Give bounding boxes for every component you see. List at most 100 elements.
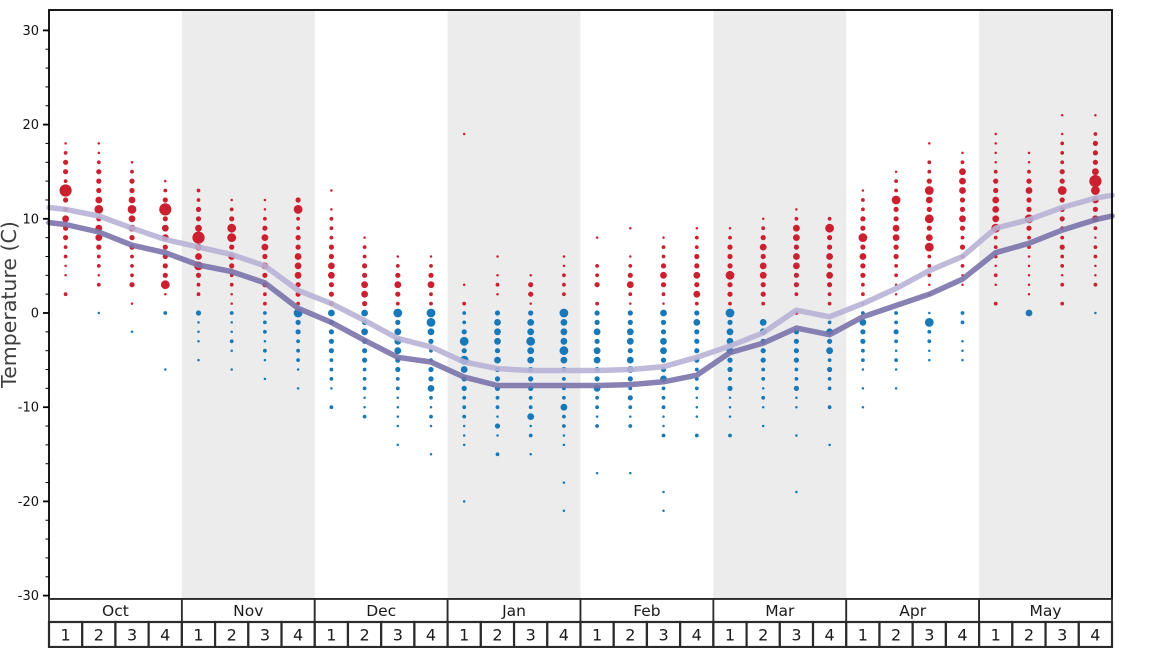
min-temp-dot <box>427 328 435 336</box>
min-temp-dot <box>429 424 433 428</box>
max-temp-dot <box>727 244 733 250</box>
max-temp-dot <box>1060 254 1065 259</box>
min-temp-dot <box>296 339 300 344</box>
min-temp-dot <box>894 320 898 325</box>
max-temp-dot <box>924 242 934 252</box>
min-temp-dot <box>462 424 466 428</box>
min-temp-dot <box>595 424 599 428</box>
week-label: 4 <box>1090 626 1100 645</box>
min-temp-dot <box>727 357 733 363</box>
max-temp-dot <box>993 235 998 240</box>
average-low-line <box>46 213 1115 389</box>
max-temp-dot <box>427 281 435 289</box>
max-temp-dot <box>993 187 999 194</box>
week-cell <box>81 620 117 648</box>
min-temp-dot <box>761 387 765 390</box>
min-temp-dot <box>629 471 632 475</box>
min-temp-dot <box>529 424 532 428</box>
min-temp-dot <box>594 319 600 325</box>
min-temp-dot <box>1094 311 1097 315</box>
max-temp-dot <box>160 280 170 290</box>
max-temp-dot <box>495 282 500 287</box>
min-temp-dot <box>163 311 168 315</box>
min-temp-dot <box>793 338 800 344</box>
week-label: 3 <box>127 626 137 645</box>
min-temp-dot <box>362 348 368 354</box>
week-label: 3 <box>924 626 934 645</box>
min-temp-dot <box>195 310 202 316</box>
max-temp-dot <box>229 244 235 250</box>
month-label-may: May <box>1030 602 1062 620</box>
max-temp-dot <box>629 226 632 230</box>
max-temp-dot <box>793 244 800 250</box>
max-temp-dot <box>1027 264 1031 268</box>
min-temp-dot <box>761 367 766 372</box>
max-temp-dot <box>162 272 168 278</box>
max-temp-dot <box>694 282 700 288</box>
max-temp-dot <box>662 236 665 239</box>
min-temp-dot <box>694 386 699 391</box>
min-temp-dot <box>961 358 964 362</box>
max-temp-dot <box>959 177 966 185</box>
min-temp-dot <box>562 395 566 400</box>
min-temp-dot <box>629 415 632 418</box>
max-temp-dot <box>925 196 933 204</box>
max-temp-dot <box>294 253 302 260</box>
week-label: 3 <box>658 626 668 645</box>
max-temp-dot <box>1094 264 1097 268</box>
min-temp-dot <box>795 405 798 409</box>
max-temp-dot <box>161 224 169 232</box>
max-temp-dot <box>1060 151 1065 155</box>
max-temp-dot <box>195 224 202 232</box>
week-label: 3 <box>260 626 270 645</box>
week-cell <box>712 620 748 648</box>
min-temp-dot <box>462 443 466 447</box>
week-label: 1 <box>858 626 868 645</box>
month-label-apr: Apr <box>899 602 926 620</box>
max-temp-dot <box>562 273 566 278</box>
max-temp-dot <box>1059 216 1065 222</box>
max-temp-dot <box>894 188 898 193</box>
min-temp-dot <box>928 358 931 362</box>
max-temp-dot <box>63 151 68 155</box>
min-temp-dot <box>461 348 467 354</box>
week-label: 4 <box>293 626 303 645</box>
week-cell <box>1077 620 1114 648</box>
max-temp-dot <box>64 142 67 145</box>
min-temp-dot <box>827 320 832 325</box>
max-temp-dot <box>827 292 832 297</box>
max-temp-dot <box>858 233 868 243</box>
min-temp-dot <box>97 311 101 315</box>
max-temp-dot <box>263 198 267 202</box>
max-temp-dot <box>826 271 833 279</box>
max-temp-dot <box>395 291 401 297</box>
max-temp-dot <box>261 243 269 251</box>
min-temp-dot <box>528 405 533 410</box>
max-temp-dot <box>562 264 566 268</box>
max-temp-dot <box>928 142 931 145</box>
max-temp-dot <box>827 301 832 306</box>
min-temp-dot <box>428 376 434 382</box>
max-temp-dot <box>229 216 235 222</box>
max-temp-dot <box>1094 274 1097 277</box>
min-temp-dot <box>529 453 532 456</box>
min-temp-dot <box>894 339 898 344</box>
max-temp-dot <box>162 216 168 222</box>
max-temp-dot <box>694 245 699 250</box>
min-temp-dot <box>562 424 566 428</box>
week-cell <box>745 620 781 648</box>
min-temp-dot <box>793 357 800 363</box>
max-temp-dot <box>96 169 102 175</box>
max-temp-dot <box>595 236 599 239</box>
max-temp-dot <box>127 205 137 214</box>
min-temp-dot <box>296 387 300 390</box>
max-temp-dot <box>328 262 335 270</box>
min-temp-dot <box>661 405 666 410</box>
month-band-mar <box>713 10 847 599</box>
max-temp-dot <box>1092 159 1098 165</box>
max-temp-dot <box>230 198 233 202</box>
min-temp-dot <box>694 338 700 344</box>
min-temp-dot <box>459 336 469 346</box>
min-temp-dot <box>362 414 367 419</box>
min-temp-dot <box>527 328 535 336</box>
